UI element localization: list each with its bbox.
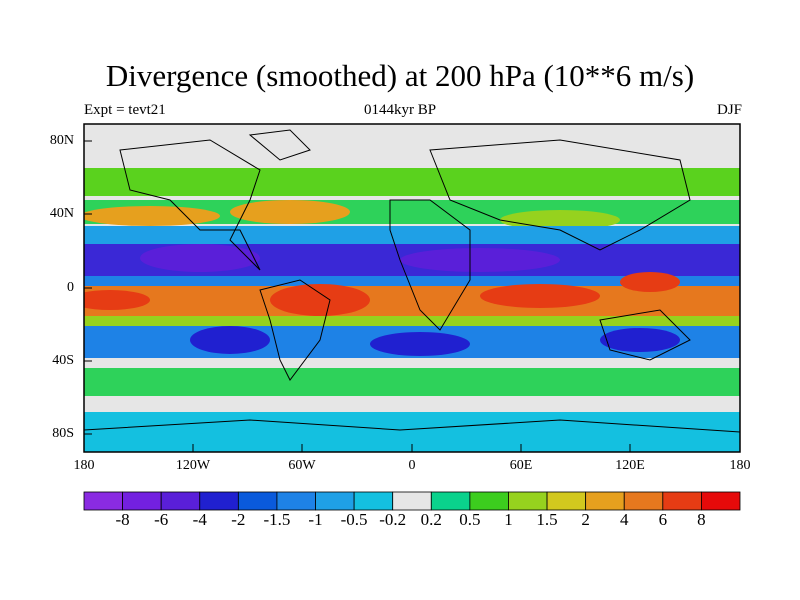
sh-positive-band [84,368,740,396]
colorbar-swatch [276,491,316,511]
colorbar-label: -6 [154,510,169,529]
colorbar-swatch [701,491,741,511]
colorbar-swatch [662,491,702,511]
colorbar-label: -2 [231,510,246,529]
x-tick-180e: 180 [729,458,751,473]
colorbar-label: 0.5 [459,510,481,529]
coastlines [119,129,691,381]
colorbar-swatch [430,491,471,511]
colorbar [83,491,741,511]
x-tick-60w: 60W [288,458,316,473]
nh-positive-band [84,168,740,196]
divergence-core-3 [480,284,600,308]
colorbar-swatch [122,491,162,511]
colorbar-swatch [469,491,509,511]
colorbar-swatch [353,491,394,511]
subtropical-band [84,226,740,246]
x-tick-180w: 180 [73,458,95,473]
time-label: 0144kyr BP [363,102,437,118]
y-tick-0: 0 [67,280,74,295]
antarctic-coastline [84,419,740,433]
colorbar-label: -0.5 [340,510,368,529]
divergence-core-1 [84,290,150,310]
colorbar-swatch [546,491,587,511]
x-tick-0: 0 [408,458,416,473]
nh-atlantic-max [230,200,350,224]
x-tick-60e: 60E [509,458,533,473]
colorbar-label: 6 [658,510,668,529]
x-tick-marks [83,444,741,452]
colorbar-swatch [199,491,239,511]
colorbar-label: -1 [308,510,323,529]
colorbar-label: -4 [192,510,207,529]
y-tick-40s: 40S [52,353,74,368]
colorbar-swatch [585,491,625,511]
y-tick-40n: 40N [49,206,74,221]
y-tick-80s: 80S [52,426,74,441]
colorbar-swatch [160,491,201,511]
x-tick-120w: 120W [175,458,211,473]
chart-title: Divergence (smoothed) at 200 hPa (10**6 … [105,58,695,93]
contour-field [84,124,740,452]
colorbar-label: 1 [504,510,513,529]
colorbar-swatch [508,491,548,511]
nh-pacific-max [84,206,220,226]
convergence-core-2 [400,248,560,272]
colorbar-label: 8 [697,510,706,529]
sh-transition [84,316,740,326]
colorbar-label: -8 [115,510,130,529]
y-tick-marks [84,140,92,435]
convergence-core-1 [140,244,260,272]
experiment-label: Expt = tevt21 [84,102,166,118]
colorbar-swatch [237,491,278,511]
season-label: DJF [716,102,742,118]
colorbar-label: -1.5 [263,510,291,529]
antarctic-neutral [84,396,740,412]
sh-convergence-core-1 [190,326,270,354]
colorbar-label: 0.2 [420,510,442,529]
colorbar-swatch [315,491,355,511]
sh-convergence-core-3 [600,328,680,352]
y-tick-80n: 80N [49,133,74,148]
sh-convergence-core-2 [370,332,470,356]
x-tick-120e: 120E [615,458,645,473]
colorbar-label: 2 [581,510,590,529]
colorbar-label: 1.5 [536,510,558,529]
colorbar-swatch [83,491,123,511]
sh-zero-line [84,358,740,368]
divergence-core-2 [270,284,370,316]
divergence-core-4 [620,272,680,292]
colorbar-label: -0.2 [379,510,407,529]
equatorial-transition [84,276,740,288]
colorbar-swatch [392,491,432,511]
colorbar-label: 4 [619,510,629,529]
colorbar-swatch [623,491,664,511]
